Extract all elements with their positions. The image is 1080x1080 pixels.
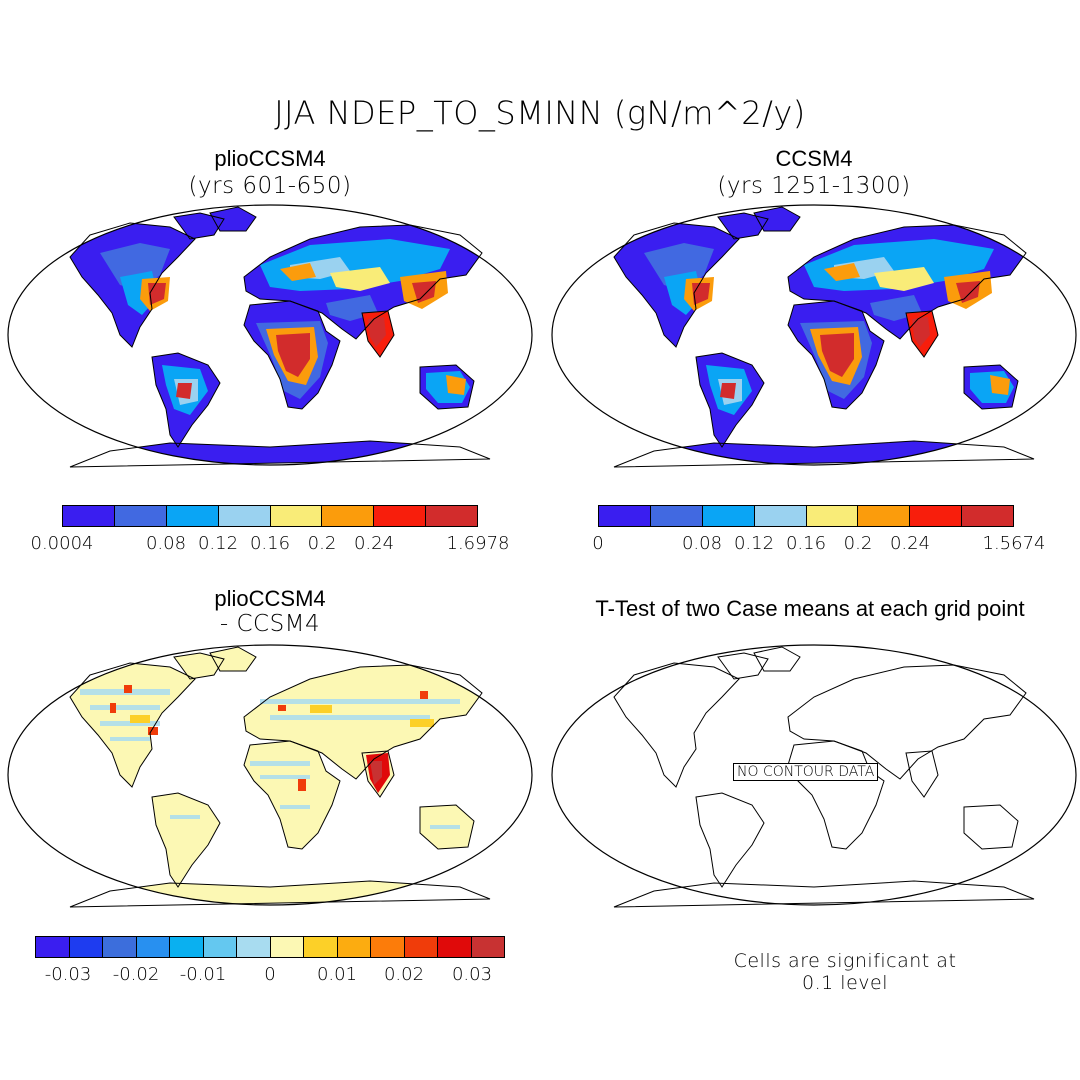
colorbar-2 xyxy=(598,505,1014,527)
colorbar-cell xyxy=(103,937,137,957)
panel-2-subtitle: (yrs 1251-1300) xyxy=(717,173,911,199)
panel-4-title: T-Test of two Case means at each grid po… xyxy=(595,596,1025,621)
colorbar-cell xyxy=(806,506,859,526)
panel-3-subtitle: - CCSM4 xyxy=(219,611,321,637)
colorbar-2-tick: 0.12 xyxy=(733,533,775,554)
colorbar-3-tick: -0.02 xyxy=(112,964,160,985)
colorbar-1-tick: 1.6978 xyxy=(446,533,510,554)
colorbar-cell xyxy=(136,937,170,957)
colorbar-2-tick: 0.16 xyxy=(785,533,827,554)
colorbar-cell xyxy=(114,506,167,526)
colorbar-1-tick: 0.12 xyxy=(197,533,239,554)
colorbar-cell xyxy=(69,937,103,957)
colorbar-1 xyxy=(62,505,478,527)
colorbar-3-tick: 0.03 xyxy=(451,964,493,985)
colorbar-cell xyxy=(374,506,427,526)
colorbar-cell xyxy=(438,937,472,957)
panel-1-title: plioCCSM4 xyxy=(214,146,326,171)
colorbar-1-tick: 0.24 xyxy=(353,533,395,554)
colorbar-cell xyxy=(270,937,304,957)
colorbar-cell xyxy=(63,506,115,526)
colorbar-cell xyxy=(218,506,271,526)
colorbar-cell xyxy=(166,506,219,526)
colorbar-cell xyxy=(322,506,375,526)
colorbar-cell xyxy=(650,506,703,526)
colorbar-3 xyxy=(35,936,505,958)
main-title: JJA NDEP_TO_SMINN (gN/m^2/y) xyxy=(274,94,806,132)
colorbar-1-tick: 0.08 xyxy=(145,533,187,554)
colorbar-2-tick: 0 xyxy=(592,533,604,554)
colorbar-cell xyxy=(962,506,1013,526)
colorbar-cell xyxy=(203,937,237,957)
colorbar-cell xyxy=(426,506,477,526)
panel-2-title: CCSM4 xyxy=(775,146,853,171)
colorbar-2-tick: 1.5674 xyxy=(982,533,1046,554)
colorbar-cell xyxy=(371,937,405,957)
colorbar-1-tick: 0.0004 xyxy=(30,533,94,554)
colorbar-3-tick: -0.01 xyxy=(179,964,227,985)
colorbar-cell xyxy=(471,937,504,957)
colorbar-3-tick: 0 xyxy=(264,964,276,985)
colorbar-cell xyxy=(270,506,323,526)
no-contour-data-label: NO CONTOUR DATA xyxy=(733,763,879,781)
panel-3-title: plioCCSM4 xyxy=(214,586,326,611)
colorbar-cell xyxy=(702,506,755,526)
colorbar-cell xyxy=(910,506,963,526)
colorbar-cell xyxy=(36,937,70,957)
colorbar-cell xyxy=(237,937,271,957)
colorbar-3-tick: 0.01 xyxy=(316,964,358,985)
colorbar-cell xyxy=(337,937,371,957)
colorbar-cell xyxy=(404,937,438,957)
colorbar-2-tick: 0.2 xyxy=(843,533,873,554)
panel-1-subtitle: (yrs 601-650) xyxy=(188,173,352,199)
colorbar-2-tick: 0.24 xyxy=(889,533,931,554)
colorbar-3-tick: -0.03 xyxy=(44,964,92,985)
colorbar-cell xyxy=(754,506,807,526)
colorbar-1-tick: 0.16 xyxy=(249,533,291,554)
significance-note: Cells are significant at 0.1 level xyxy=(733,950,957,994)
colorbar-2-tick: 0.08 xyxy=(681,533,723,554)
colorbar-1-tick: 0.2 xyxy=(307,533,337,554)
colorbar-3-tick: 0.02 xyxy=(383,964,425,985)
colorbar-cell xyxy=(304,937,338,957)
colorbar-cell xyxy=(599,506,651,526)
colorbar-cell xyxy=(170,937,204,957)
colorbar-cell xyxy=(858,506,911,526)
